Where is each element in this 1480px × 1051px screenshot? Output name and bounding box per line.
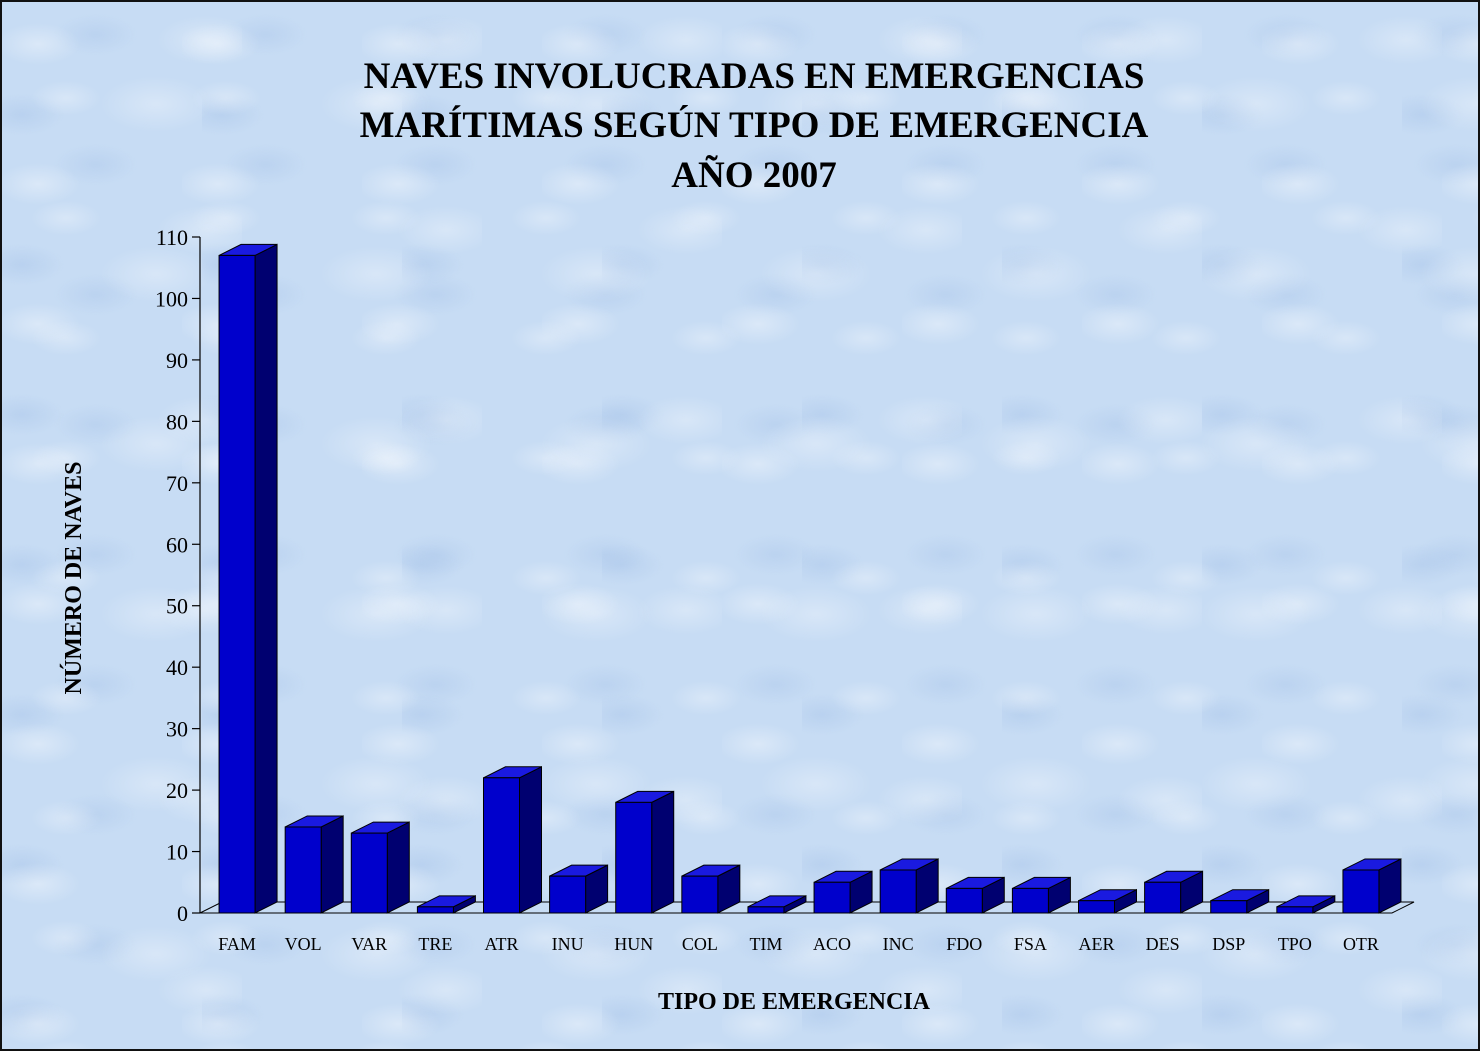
y-tick-label: 60 — [166, 532, 188, 557]
y-ticks: 0 10 20 30 40 50 60 70 80 90 100 110 — [155, 225, 200, 926]
bar-front — [615, 801, 653, 914]
x-tick-label: VOL — [285, 934, 322, 954]
x-tick-label: FSA — [1014, 934, 1047, 954]
bar-front — [218, 254, 256, 914]
bar-otr — [1342, 858, 1402, 914]
bar-side — [386, 821, 410, 914]
x-tick-label: DES — [1146, 934, 1180, 954]
bar-vol — [284, 815, 344, 914]
bar-dsp — [1210, 888, 1270, 914]
bar-atr — [483, 765, 542, 914]
bar-front — [416, 906, 454, 914]
axes — [199, 237, 1415, 914]
bar-inc — [879, 858, 939, 914]
bar-aco — [813, 870, 873, 914]
bar-hun — [615, 790, 675, 914]
bar-side — [254, 243, 278, 914]
bar-fam — [218, 243, 278, 914]
bar-front — [747, 906, 785, 914]
bar-front — [1276, 906, 1314, 914]
bar-front — [483, 777, 520, 914]
x-tick-label: COL — [682, 934, 718, 954]
bar-front — [1078, 900, 1115, 914]
x-tick-label: HUN — [614, 934, 653, 954]
x-tick-label: FDO — [946, 934, 982, 954]
bar-tim — [747, 895, 807, 914]
bar-front — [350, 832, 388, 914]
y-tick-label: 80 — [166, 409, 188, 434]
bar-front — [681, 875, 719, 914]
bar-side — [320, 815, 344, 914]
bar-fdo — [945, 876, 1005, 914]
bar-col — [681, 864, 741, 914]
x-tick-label: TPO — [1278, 934, 1312, 954]
x-tick-label: INC — [883, 934, 914, 954]
x-tick-label: VAR — [351, 934, 387, 954]
bar-fsa — [1011, 876, 1071, 914]
bar-front — [1342, 869, 1380, 914]
chart-title-line-1: NAVES INVOLUCRADAS EN EMERGENCIAS — [364, 56, 1145, 97]
bar-var — [350, 821, 410, 914]
bar-aer — [1078, 888, 1137, 914]
y-tick-label: 50 — [166, 594, 188, 619]
bar-side — [651, 790, 675, 914]
bar-side — [519, 765, 542, 914]
y-tick-label: 70 — [166, 471, 188, 496]
bars — [218, 243, 1402, 914]
y-tick-label: 0 — [177, 901, 188, 926]
x-axis-label: TIPO DE EMERGENCIA — [658, 989, 931, 1015]
x-tick-label: ATR — [484, 934, 518, 954]
x-tick-label: FAM — [218, 934, 256, 954]
x-tick-label: INU — [552, 934, 584, 954]
bar-tpo — [1276, 895, 1336, 914]
bar-inu — [549, 864, 609, 914]
y-tick-label: 100 — [155, 286, 188, 311]
y-tick-label: 110 — [156, 225, 188, 250]
x-tick-label: TIM — [749, 934, 782, 954]
x-tick-label: TRE — [418, 934, 452, 954]
bar-front — [549, 875, 587, 914]
bar-front — [1144, 881, 1182, 914]
y-tick-label: 30 — [166, 717, 188, 742]
y-tick-label: 40 — [166, 655, 188, 680]
bar-front — [1210, 900, 1248, 914]
y-tick-label: 10 — [166, 840, 188, 865]
floor-outline — [199, 901, 1415, 914]
y-tick-label: 90 — [166, 348, 188, 373]
bar-front — [879, 869, 917, 914]
y-tick-label: 20 — [166, 778, 188, 803]
chart-title-line-2: MARÍTIMAS SEGÚN TIPO DE EMERGENCIA — [360, 104, 1149, 146]
x-tick-label: OTR — [1343, 934, 1379, 954]
x-tick-label: AER — [1079, 934, 1115, 954]
bar-front — [813, 881, 851, 914]
bar-tre — [416, 895, 476, 914]
bar-des — [1144, 870, 1204, 914]
y-axis-label: NÚMERO DE NAVES — [61, 462, 87, 695]
x-tick-label: ACO — [813, 934, 851, 954]
x-tick-label: DSP — [1212, 934, 1245, 954]
x-categories: FAM VOL VAR TRE ATR INU HUN COL TIM ACO INC FDO FSA A… — [218, 934, 1379, 954]
bar-front — [945, 887, 983, 914]
bar-front — [1011, 887, 1049, 914]
bar-front — [284, 826, 322, 914]
chart-title-line-3: AÑO 2007 — [671, 154, 836, 196]
